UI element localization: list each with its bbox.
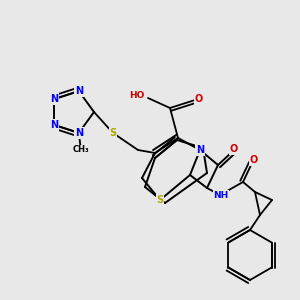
Text: HO: HO [130, 92, 145, 100]
Text: CH₃: CH₃ [73, 146, 89, 154]
Text: O: O [195, 94, 203, 104]
Text: N: N [196, 145, 204, 155]
Text: O: O [230, 144, 238, 154]
Text: N: N [75, 128, 83, 138]
Text: NH: NH [213, 190, 229, 200]
Text: S: S [110, 128, 117, 138]
Text: N: N [50, 120, 58, 130]
Text: S: S [156, 195, 164, 205]
Text: O: O [250, 155, 258, 165]
Text: N: N [75, 86, 83, 96]
Text: N: N [50, 94, 58, 104]
